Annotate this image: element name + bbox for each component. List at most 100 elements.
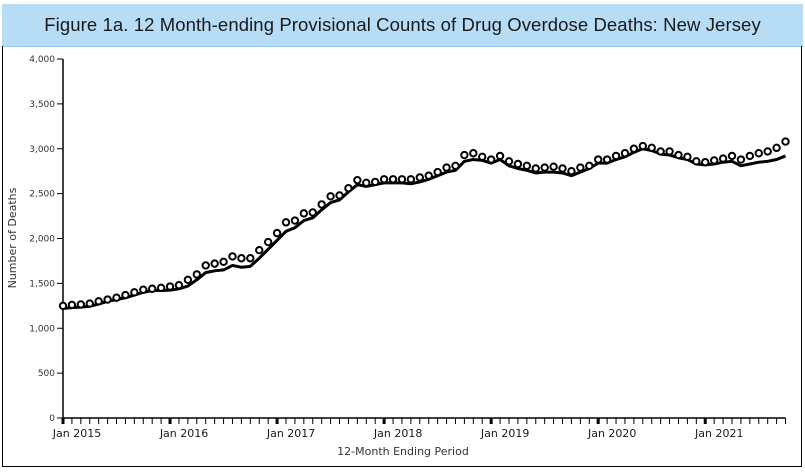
predicted-point — [326, 192, 335, 201]
predicted-point — [647, 143, 656, 153]
y-tick-label: 500 — [38, 369, 55, 379]
predicted-point — [406, 175, 416, 184]
predicted-point — [103, 295, 112, 304]
predicted-point — [585, 161, 594, 171]
predicted-point — [442, 163, 451, 172]
figure-title-bar: Figure 1a. 12 Month-ending Provisional C… — [2, 4, 803, 47]
y-tick-label: 2,000 — [29, 235, 55, 245]
predicted-point — [76, 300, 86, 309]
predicted-point — [531, 164, 540, 173]
predicted-point — [549, 162, 558, 171]
x-tick-label: Jan 2020 — [587, 427, 636, 440]
predicted-point — [156, 283, 166, 293]
predicted-point — [121, 290, 130, 300]
predicted-point — [388, 175, 398, 184]
predicted-point — [219, 257, 228, 267]
y-tick-label: 4,000 — [29, 55, 55, 65]
predicted-point — [709, 156, 719, 165]
predicted-point — [130, 288, 139, 297]
predicted-point — [692, 157, 701, 166]
predicted-point — [228, 252, 237, 261]
chart-frame — [2, 46, 802, 467]
predicted-point — [424, 171, 433, 180]
predicted-point — [558, 164, 567, 173]
predicted-point — [139, 285, 148, 294]
predicted-point — [513, 159, 523, 169]
predicted-point — [478, 152, 487, 162]
x-tick-label: Jan 2017 — [266, 427, 315, 440]
y-tick-label: 1,500 — [29, 279, 55, 289]
predicted-point — [165, 282, 175, 291]
predicted-point — [299, 209, 309, 218]
predicted-point — [620, 149, 630, 158]
y-tick-label: 2,500 — [29, 190, 55, 200]
predicted-point — [112, 293, 121, 302]
predicted-point — [451, 161, 460, 171]
x-axis-title: 12-Month Ending Period — [337, 445, 469, 458]
x-tick-label: Jan 2015 — [52, 427, 101, 440]
predicted-point — [255, 245, 264, 255]
predicted-point — [522, 161, 532, 171]
predicted-point — [486, 155, 496, 164]
predicted-point — [504, 157, 514, 166]
y-tick-label: 3,500 — [29, 100, 55, 110]
predicted-point — [362, 178, 371, 188]
predicted-point — [58, 301, 68, 311]
predicted-point — [736, 155, 746, 164]
x-axis: Jan 2015 Jan 2016 Jan 2017 Jan 2018 Jan 2019… — [52, 417, 787, 440]
predicted-point — [201, 261, 210, 270]
y-axis-title: Number of Deaths — [6, 187, 19, 288]
y-tick-label: 3,000 — [29, 145, 55, 155]
y-tick-label: 0 — [49, 414, 55, 424]
predicted-point — [174, 280, 184, 290]
predicted-point — [272, 228, 282, 238]
predicted-point — [460, 150, 469, 160]
predicted-point — [656, 147, 665, 156]
predicted-point — [629, 144, 639, 153]
predicted-point — [638, 141, 647, 151]
predicted-point — [727, 151, 737, 161]
predicted-point — [718, 154, 728, 163]
predicted-point — [290, 216, 300, 225]
x-tick-label: Jan 2018 — [373, 427, 422, 440]
predicted-point — [192, 270, 202, 279]
y-axis: 0 500 1,000 1,500 2,000 2,500 3,000 3,500 4,000 — [29, 55, 64, 424]
series-layer — [58, 137, 790, 311]
predicted-point — [469, 149, 478, 158]
predicted-point — [371, 177, 380, 187]
predicted-point — [281, 218, 291, 227]
predicted-point — [433, 167, 442, 177]
predicted-point — [317, 200, 326, 209]
x-tick-label: Jan 2019 — [480, 427, 529, 440]
predicted-point — [594, 155, 603, 164]
predicted-point — [665, 147, 674, 156]
y-tick-label: 1,000 — [29, 324, 55, 334]
predicted-point — [567, 166, 576, 176]
predicted-point — [237, 254, 246, 263]
predicted-point — [781, 137, 790, 146]
predicted-point — [335, 191, 344, 200]
predicted-point — [683, 152, 692, 162]
predicted-point — [183, 275, 193, 284]
figure-title: Figure 1a. 12 Month-ending Provisional C… — [44, 14, 761, 35]
predicted-point — [754, 149, 763, 158]
predicted-point — [308, 208, 317, 217]
predicted-point — [344, 184, 353, 193]
reported-line — [62, 147, 787, 310]
predicted-point — [148, 284, 157, 293]
predicted-point — [246, 254, 255, 263]
predicted-point — [495, 151, 505, 161]
predicted-point — [763, 147, 772, 156]
predicted-point — [701, 158, 710, 167]
predicted-point — [85, 299, 94, 308]
predicted-point — [263, 237, 273, 247]
predicted-point — [353, 175, 362, 185]
predicted-point — [611, 151, 621, 161]
predicted-point — [67, 300, 77, 310]
x-tick-label: Jan 2016 — [159, 427, 208, 440]
predicted-point — [397, 175, 407, 184]
x-tick-label: Jan 2021 — [694, 427, 743, 440]
predicted-point — [772, 143, 781, 153]
predicted-point — [745, 151, 755, 161]
